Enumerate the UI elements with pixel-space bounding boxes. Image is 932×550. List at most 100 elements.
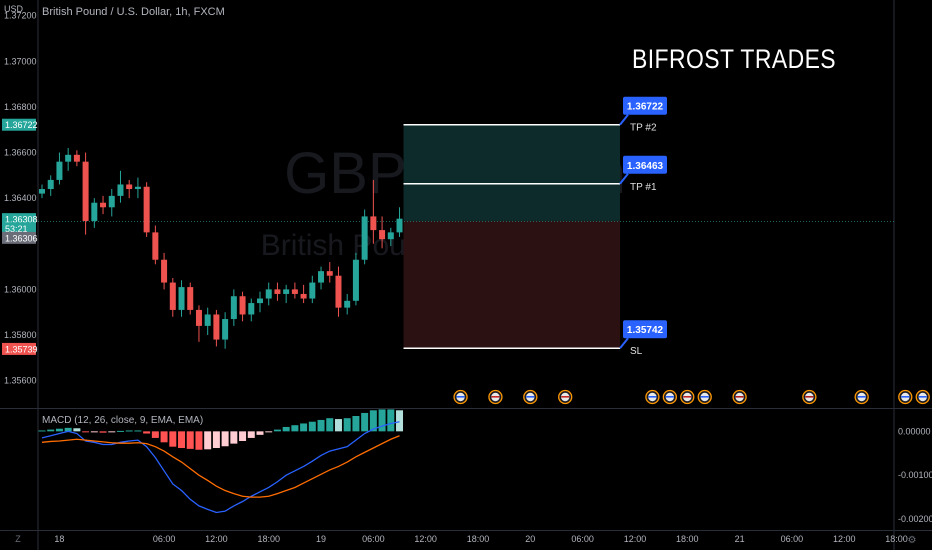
- us-flag-event-icon[interactable]: [854, 389, 869, 405]
- time-axis-tick: 12:00: [624, 534, 647, 544]
- candle-body: [204, 314, 211, 326]
- candle-body: [47, 179, 54, 190]
- time-axis-tick: 12:00: [833, 534, 856, 544]
- macd-hist-bar: [273, 429, 281, 432]
- uk-flag-event-icon[interactable]: [680, 389, 695, 405]
- candle-body: [91, 202, 98, 221]
- macd-hist-bar: [361, 412, 369, 432]
- macd-hist-bar: [239, 431, 247, 441]
- macd-hist-bar: [73, 428, 81, 432]
- trade-level-price: 1.35742: [627, 325, 664, 336]
- timezone-icon: Z: [15, 534, 21, 544]
- macd-line: [41, 421, 400, 514]
- candle-body: [265, 289, 272, 299]
- macd-hist-bar: [230, 431, 238, 444]
- time-axis-tick: 18:00: [467, 534, 490, 544]
- us-flag-event-icon[interactable]: [453, 389, 468, 405]
- candle-body: [56, 161, 63, 180]
- macd-hist-bar: [195, 431, 203, 450]
- price-axis-tick: 1.37200: [4, 11, 37, 21]
- candle-body: [387, 232, 394, 240]
- macd-label[interactable]: MACD (12, 26, close, 9, EMA, EMA): [42, 415, 204, 426]
- macd-hist-bar: [134, 430, 142, 432]
- candle-body: [344, 300, 351, 308]
- candle-body: [117, 184, 124, 196]
- trade-level-tag: [623, 320, 667, 339]
- macd-hist-bar: [308, 421, 316, 432]
- macd-hist-bar: [204, 431, 212, 450]
- macd-hist-bar: [99, 431, 107, 433]
- time-axis-tick: 06:00: [781, 534, 804, 544]
- macd-hist-bar: [151, 431, 159, 438]
- candle-body: [161, 259, 168, 283]
- event-marker-stripe: [491, 396, 500, 398]
- macd-hist-bar: [334, 419, 342, 432]
- event-marker-stripe: [456, 396, 465, 398]
- macd-hist-bar: [90, 431, 98, 433]
- candle-body: [318, 271, 325, 283]
- price-axis-tick: 1.36000: [4, 284, 37, 294]
- trade-level-name: TP #2: [630, 123, 657, 134]
- us-flag-event-icon[interactable]: [915, 389, 930, 405]
- chart-title: British Pound / U.S. Dollar, 1h, FXCM: [42, 6, 225, 18]
- us-flag-event-icon[interactable]: [523, 389, 538, 405]
- candle-body: [283, 289, 290, 294]
- candle-body: [213, 314, 220, 340]
- event-marker-stripe: [700, 396, 709, 398]
- time-axis-tick: 06:00: [362, 534, 385, 544]
- time-axis-tick: 06:00: [571, 534, 594, 544]
- event-icon[interactable]: [732, 389, 747, 405]
- time-axis-tick: 18:00: [885, 534, 908, 544]
- profit-zone: [403, 124, 620, 221]
- us-flag-event-icon[interactable]: [662, 389, 677, 405]
- macd-hist-bar: [64, 427, 72, 432]
- macd-hist-bar: [247, 431, 255, 438]
- candle-body: [352, 259, 359, 301]
- candle-body: [187, 287, 194, 310]
- time-axis-tick: 21: [735, 534, 745, 544]
- price-axis-tag: [2, 231, 36, 244]
- candle-body: [169, 282, 176, 310]
- candle-body: [230, 296, 237, 320]
- trade-level-price: 1.36463: [627, 161, 664, 172]
- macd-hist-bar: [352, 416, 360, 432]
- macd-hist-bar: [291, 425, 299, 432]
- candle-body: [361, 216, 368, 260]
- macd-hist-bar: [317, 419, 325, 432]
- trade-level-name: SL: [630, 346, 643, 357]
- macd-axis-tick: -0.00100: [898, 470, 932, 480]
- us-flag-event-icon[interactable]: [645, 389, 660, 405]
- candle-body: [178, 287, 185, 310]
- macd-hist-bar: [47, 429, 55, 432]
- time-axis-tick: 06:00: [153, 534, 176, 544]
- candle-body: [309, 282, 316, 299]
- macd-hist-bar: [343, 418, 351, 432]
- candle-body: [248, 303, 255, 315]
- trade-level-connector: [619, 114, 629, 126]
- time-axis-tick: 20: [525, 534, 535, 544]
- macd-hist-bar: [387, 409, 395, 432]
- event-marker-stripe: [901, 396, 910, 398]
- trade-level-connector: [619, 337, 629, 349]
- time-axis-tick: 19: [316, 534, 326, 544]
- candle-body: [134, 186, 141, 190]
- uk-flag-event-icon[interactable]: [558, 389, 573, 405]
- event-icon[interactable]: [802, 389, 817, 405]
- candle-body: [335, 275, 342, 308]
- macd-hist-bar: [300, 423, 308, 432]
- candle-body: [370, 216, 377, 231]
- brand-title: BIFROST TRADES: [632, 44, 837, 74]
- gear-icon: ⚙: [908, 535, 917, 546]
- us-flag-event-icon[interactable]: [697, 389, 712, 405]
- macd-hist-bar: [369, 410, 377, 432]
- macd-hist-bar: [108, 431, 116, 433]
- macd-hist-bar: [256, 431, 264, 435]
- event-marker-stripe: [526, 396, 535, 398]
- us-flag-event-icon[interactable]: [898, 389, 913, 405]
- candle-body: [195, 309, 202, 326]
- event-marker-stripe: [857, 396, 866, 398]
- uk-flag-event-icon[interactable]: [488, 389, 503, 405]
- event-marker-stripe: [735, 396, 744, 398]
- candle-body: [291, 289, 298, 294]
